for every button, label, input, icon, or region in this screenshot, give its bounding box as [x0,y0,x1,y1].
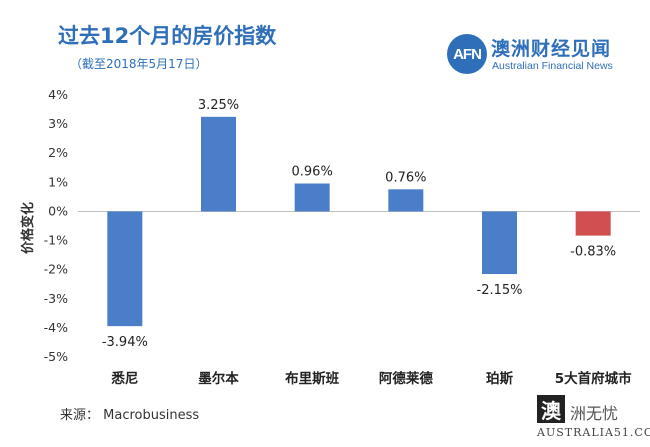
data-label-3: 0.76% [385,170,426,185]
y-axis: 4% 3% 2% 1% 0% -1% -2% -3% -4% -5% [44,87,68,364]
bar-chart: 4% 3% 2% 1% 0% -1% -2% -3% -4% -5% -3.94% 3.25% 0.9… [20,87,640,387]
y-tick-label: 4% [48,87,68,102]
bar-4 [482,211,517,275]
x-tick-label-2: 布里斯班 [285,370,339,387]
data-label-1: 3.25% [198,98,239,113]
chart-subtitle: （截至2018年5月17日） [70,57,208,71]
y-tick-label: 1% [48,174,68,189]
afn-logo-mark: AFN [447,34,487,74]
x-tick-label-3: 阿德莱德 [379,370,433,387]
data-labels-group: -3.94% 3.25% 0.96% 0.76% -2.15% -0.83% [102,98,616,350]
y-axis-label: 价格变化 [20,202,36,254]
data-label-2: 0.96% [292,164,333,179]
bars-group [107,116,611,327]
data-label-5: -0.83% [570,245,616,260]
bar-2 [294,183,330,212]
x-tick-label-5: 5大首府城市 [555,370,632,387]
bar-5 [575,211,611,236]
x-tick-label-4: 珀斯 [486,370,514,387]
source-note: 来源： Macrobusiness [60,408,200,423]
bar-1 [201,116,236,212]
data-label-4: -2.15% [477,283,523,298]
x-tick-label-1: 墨尔本 [198,370,239,387]
watermark-en: AUSTRALIA51.COM [537,426,650,439]
chart-title: 过去12个月的房价指数 [58,24,277,48]
y-tick-label: -2% [44,262,68,277]
x-tick-label-0: 悉尼 [110,370,138,387]
y-tick-label: 0% [48,203,68,218]
y-tick-label: -1% [44,233,68,248]
afn-logo-name-cn: 澳洲财经见闻 [491,38,612,60]
bar-0 [107,211,143,327]
y-tick-label: 2% [48,145,68,160]
site-watermark: 澳 洲无忧 AUSTRALIA51.COM [537,395,650,443]
y-tick-label: 3% [48,116,68,131]
afn-logo: AFN 澳洲财经见闻 Australian Financial News [447,34,637,76]
watermark-glyph: 澳 [537,395,565,423]
watermark-cn: 洲无忧 [570,404,619,423]
data-label-0: -3.94% [102,335,148,350]
afn-logo-name-en: Australian Financial News [492,60,613,72]
x-axis: 悉尼 墨尔本 布里斯班 阿德莱德 珀斯 5大首府城市 [110,370,632,387]
y-tick-label: -3% [44,291,68,306]
y-tick-label: -5% [44,349,68,364]
bar-3 [388,189,424,212]
y-tick-label: -4% [44,320,68,335]
